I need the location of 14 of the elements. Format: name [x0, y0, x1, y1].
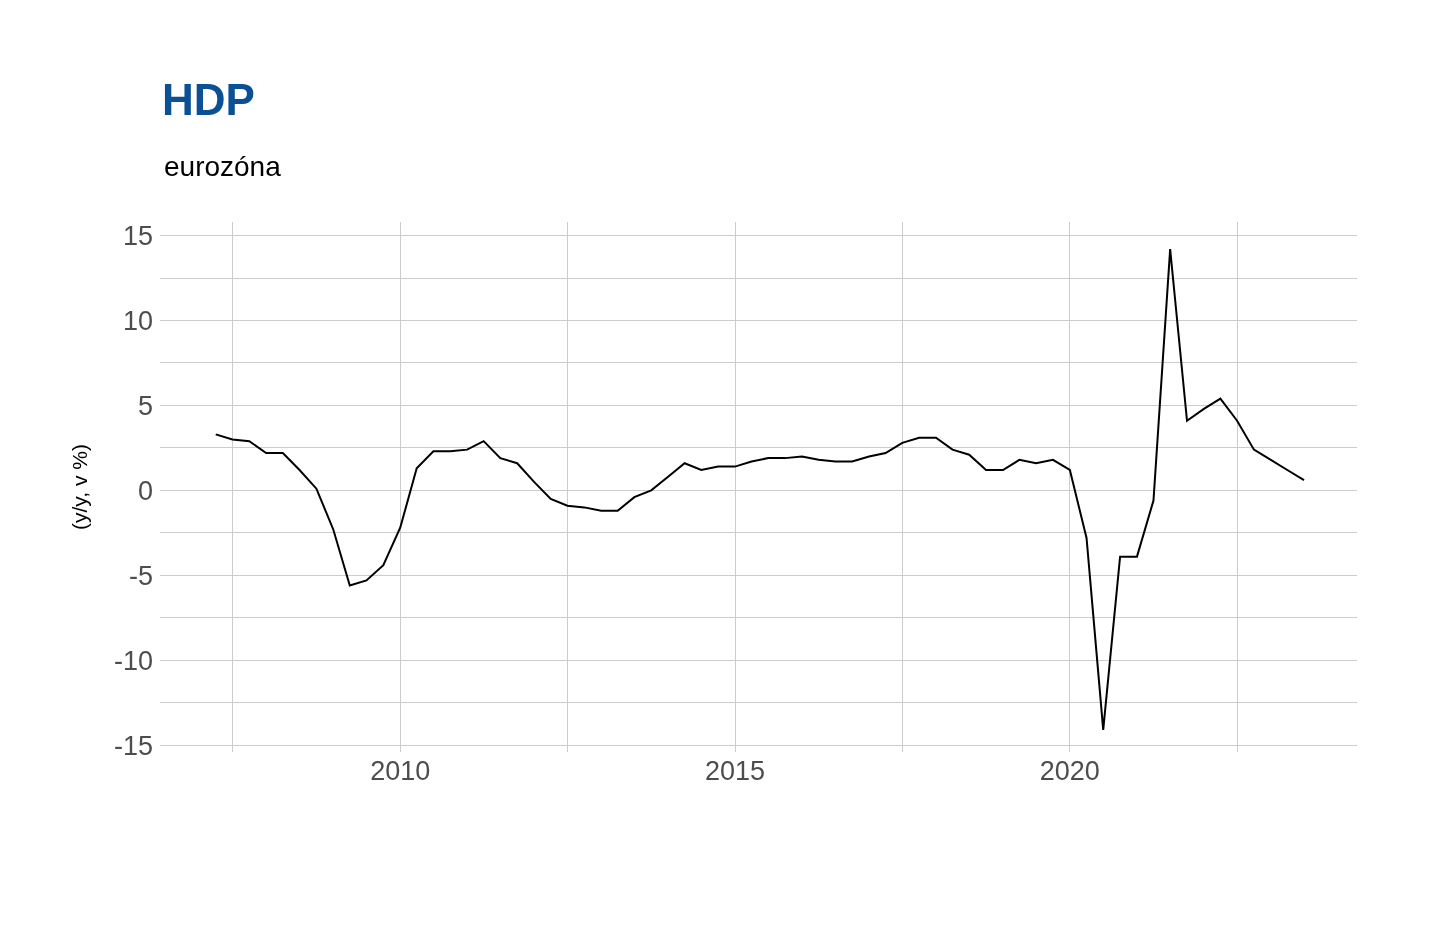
x-tick-label: 2015: [704, 756, 766, 786]
line-series: [214, 248, 1306, 731]
x-tick-label: 2010: [370, 756, 431, 786]
chart-subtitle: eurozóna: [164, 151, 282, 182]
y-tick-label: 15: [122, 221, 153, 252]
chart-title: HDP: [162, 75, 255, 125]
x-tick-label: 2020: [1039, 756, 1100, 786]
y-tick-label: 0: [137, 475, 153, 506]
y-axis-title: (y/y, v %): [68, 444, 92, 530]
y-tick-label: 10: [122, 305, 153, 336]
y-tick-label: -10: [113, 645, 153, 676]
y-tick-label: 5: [137, 390, 153, 421]
y-tick-label: -15: [113, 730, 153, 761]
y-tick-label: -5: [128, 560, 153, 591]
